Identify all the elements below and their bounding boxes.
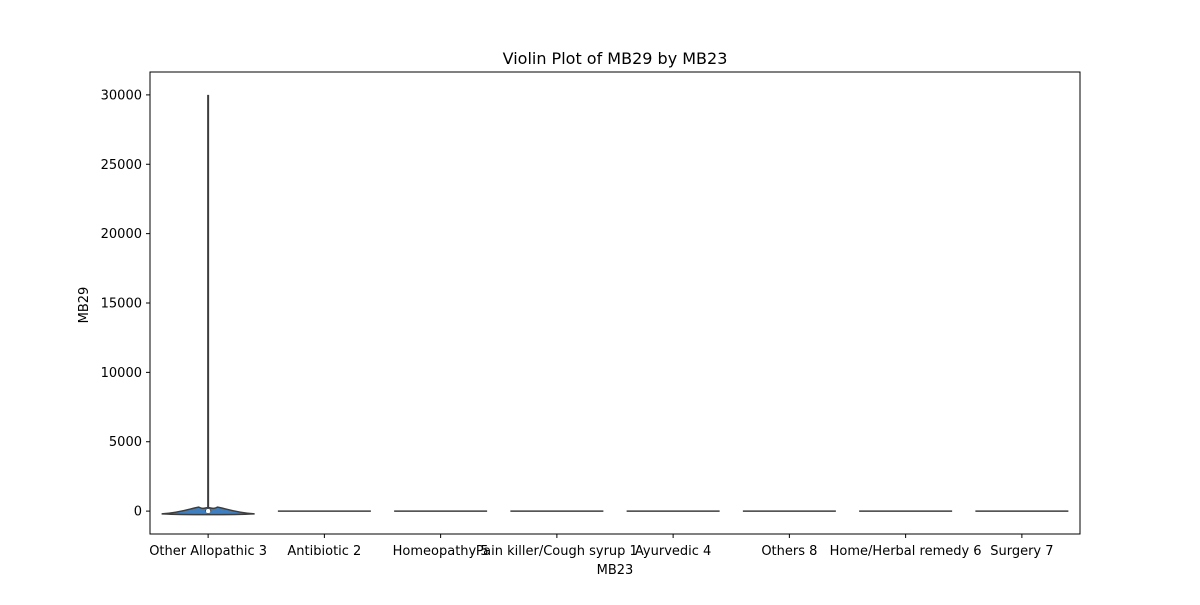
x-tick-label: Pain killer/Cough syrup 1 (476, 544, 638, 559)
y-axis: 0 5000 10000 15000 20000 25000 30000 (101, 88, 150, 520)
y-tick-label: 0 (134, 505, 142, 520)
plot-frame (149, 71, 1081, 535)
x-tick-label: Others 8 (761, 544, 817, 559)
y-tick-label: 20000 (101, 227, 142, 242)
violin-median (205, 508, 211, 514)
violin (161, 94, 255, 516)
y-tick-label: 10000 (101, 366, 142, 381)
x-axis: Other Allopathic 3 Antibiotic 2 Homeopathy… (149, 534, 1054, 559)
y-tick-label: 30000 (101, 88, 142, 103)
y-axis-title: MB29 (77, 287, 92, 324)
x-tick-label: Ayurvedic 4 (635, 544, 711, 559)
y-tick-label: 25000 (101, 158, 142, 173)
plot-area (149, 71, 1081, 535)
x-tick-label: Home/Herbal remedy 6 (830, 544, 982, 559)
chart-title: Violin Plot of MB29 by MB23 (503, 49, 728, 68)
x-tick-label: Antibiotic 2 (287, 544, 361, 559)
y-tick-label: 15000 (101, 297, 142, 312)
x-tick-label: Other Allopathic 3 (149, 544, 267, 559)
y-tick-label: 5000 (109, 435, 142, 450)
x-tick-label: Surgery 7 (990, 544, 1053, 559)
x-tick-label: Homeopathy 5 (393, 544, 489, 559)
x-axis-title: MB23 (597, 563, 634, 578)
